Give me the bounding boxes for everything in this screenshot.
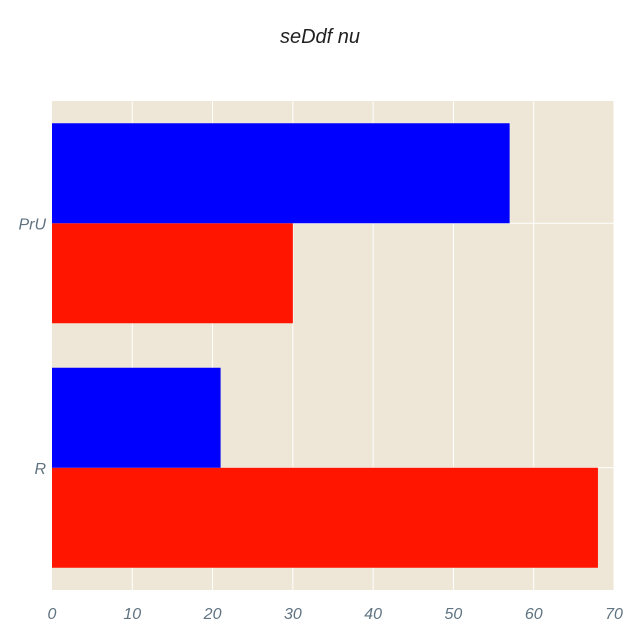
x-tick-label: 0 xyxy=(48,606,57,623)
x-tick-label: 10 xyxy=(123,606,141,623)
x-tick-label: 40 xyxy=(364,606,382,623)
bar-r-series-2 xyxy=(52,367,221,468)
y-tick-labels: R PrU xyxy=(18,216,46,478)
y-tick-label: R xyxy=(34,461,46,478)
x-tick-label: 70 xyxy=(605,606,623,623)
x-tick-label: 50 xyxy=(445,606,463,623)
x-tick-label: 60 xyxy=(525,606,543,623)
x-tick-label: 20 xyxy=(203,606,222,623)
bar-pru-series-2 xyxy=(52,123,510,224)
bars xyxy=(52,123,598,568)
x-tick-labels: 0 10 20 30 40 50 60 70 xyxy=(48,606,623,623)
bar-pru-series-1 xyxy=(52,223,293,324)
chart-title: seDdf nu xyxy=(279,26,361,48)
bar-r-series-1 xyxy=(52,467,598,568)
x-tick-label: 30 xyxy=(284,606,302,623)
y-tick-label: PrU xyxy=(18,216,46,233)
